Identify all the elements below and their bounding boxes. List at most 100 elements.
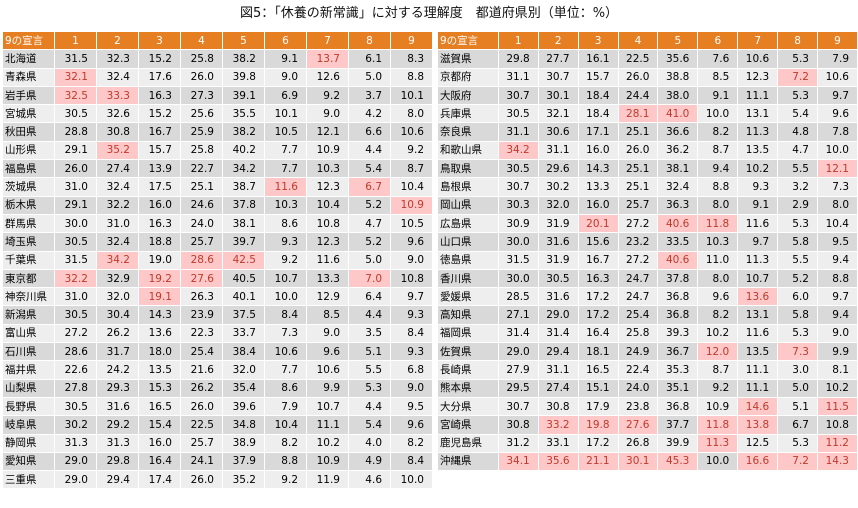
value-cell: 31.5 bbox=[54, 250, 97, 270]
value-cell: 29.3 bbox=[96, 378, 139, 398]
value-cell: 4.8 bbox=[777, 122, 818, 142]
value-cell: 36.7 bbox=[657, 342, 699, 362]
value-cell: 16.0 bbox=[577, 195, 619, 215]
value-cell-highlighted: 30.1 bbox=[617, 451, 659, 472]
value-cell: 8.0 bbox=[697, 268, 739, 289]
prefecture-cell: 静岡県 bbox=[2, 433, 55, 453]
value-cell: 35.3 bbox=[657, 360, 699, 380]
prefecture-cell: 岡山県 bbox=[437, 195, 499, 215]
value-cell: 25.8 bbox=[180, 140, 223, 161]
header-cell: 8 bbox=[777, 30, 818, 51]
value-cell: 5.2 bbox=[348, 232, 391, 252]
value-cell: 27.8 bbox=[54, 378, 97, 398]
value-cell: 6.9 bbox=[264, 85, 307, 106]
value-cell: 10.3 bbox=[264, 195, 307, 215]
table-row: 群馬県 30.0 31.0 16.3 24.0 38.1 8.6 10.8 4.7 10.5 bbox=[2, 213, 433, 234]
value-cell-highlighted: 6.7 bbox=[348, 177, 391, 197]
value-cell: 36.8 bbox=[657, 287, 699, 307]
value-cell: 32.0 bbox=[222, 360, 265, 380]
prefecture-cell: 和歌山県 bbox=[437, 140, 499, 161]
value-cell-highlighted: 35.6 bbox=[537, 451, 579, 472]
value-cell-highlighted: 34.2 bbox=[96, 250, 139, 270]
value-cell: 30.8 bbox=[96, 122, 139, 142]
value-cell: 10.6 bbox=[264, 342, 307, 362]
table-row: 千葉県 31.5 34.2 19.0 28.6 42.5 9.2 11.6 5.0 9.0 bbox=[2, 250, 433, 270]
table-row: 北海道 31.5 32.3 15.2 25.8 38.2 9.1 13.7 6.1 8.3 bbox=[2, 49, 433, 69]
value-cell: 31.6 bbox=[537, 232, 579, 252]
value-cell: 40.5 bbox=[222, 268, 265, 289]
value-cell: 10.4 bbox=[306, 195, 349, 215]
value-cell: 30.1 bbox=[537, 85, 579, 106]
prefecture-cell: 秋田県 bbox=[2, 122, 55, 142]
value-cell: 10.9 bbox=[697, 396, 739, 417]
value-cell: 15.7 bbox=[577, 67, 619, 87]
value-cell: 21.6 bbox=[180, 360, 223, 380]
table-row: 岐阜県 30.2 29.2 15.4 22.5 34.8 10.4 11.1 5.4 9.6 bbox=[2, 415, 433, 435]
value-cell: 10.5 bbox=[390, 213, 433, 234]
prefecture-cell: 山梨県 bbox=[2, 378, 55, 398]
value-cell: 11.0 bbox=[697, 250, 739, 270]
value-cell: 27.1 bbox=[497, 305, 539, 325]
table-row: 青森県 32.1 32.4 17.6 26.0 39.8 9.0 12.6 5.0 8.8 bbox=[2, 67, 433, 87]
value-cell: 9.2 bbox=[264, 250, 307, 270]
value-cell: 26.0 bbox=[180, 67, 223, 87]
value-cell: 37.5 bbox=[222, 305, 265, 325]
value-cell: 25.9 bbox=[180, 122, 223, 142]
table-row: 香川県 30.0 30.5 16.3 24.7 37.8 8.0 10.7 5.2 8.8 bbox=[437, 268, 858, 289]
value-cell: 10.0 bbox=[390, 470, 433, 490]
header-cell: 9 bbox=[390, 30, 433, 51]
prefecture-cell: 佐賀県 bbox=[437, 342, 499, 362]
value-cell: 12.5 bbox=[737, 433, 779, 453]
value-cell: 5.8 bbox=[777, 232, 818, 252]
prefecture-cell: 富山県 bbox=[2, 323, 55, 344]
value-cell: 31.0 bbox=[96, 213, 139, 234]
value-cell: 26.0 bbox=[617, 67, 659, 87]
value-cell: 28.8 bbox=[54, 122, 97, 142]
value-cell: 24.1 bbox=[180, 451, 223, 472]
value-cell-highlighted: 33.2 bbox=[537, 415, 579, 435]
value-cell: 26.2 bbox=[180, 378, 223, 398]
value-cell: 34.8 bbox=[222, 415, 265, 435]
value-cell-highlighted: 11.2 bbox=[816, 433, 858, 453]
value-cell: 30.3 bbox=[497, 195, 539, 215]
value-cell: 35.6 bbox=[657, 49, 699, 69]
value-cell: 4.0 bbox=[348, 433, 391, 453]
value-cell: 3.2 bbox=[777, 177, 818, 197]
value-cell: 13.5 bbox=[138, 360, 181, 380]
table-row: 長崎県 27.9 31.1 16.5 22.4 35.3 8.7 11.1 3.0 8.1 bbox=[437, 360, 858, 380]
value-cell: 13.6 bbox=[138, 323, 181, 344]
value-cell: 9.2 bbox=[264, 470, 307, 490]
value-cell: 26.3 bbox=[180, 287, 223, 307]
value-cell: 24.0 bbox=[180, 213, 223, 234]
value-cell: 38.1 bbox=[222, 213, 265, 234]
value-cell: 16.1 bbox=[577, 49, 619, 69]
table-row: 三重県 29.0 29.4 17.4 26.0 35.2 9.2 11.9 4.6 10.0 bbox=[2, 470, 433, 490]
value-cell: 8.4 bbox=[390, 323, 433, 344]
prefecture-cell: 岩手県 bbox=[2, 85, 55, 106]
value-cell: 33.7 bbox=[222, 323, 265, 344]
header-cell: 5 bbox=[657, 30, 699, 51]
value-cell: 27.2 bbox=[617, 213, 659, 234]
prefecture-cell: 香川県 bbox=[437, 268, 499, 289]
value-cell: 30.0 bbox=[54, 213, 97, 234]
value-cell-highlighted: 7.2 bbox=[777, 67, 818, 87]
right-table: 9の宣言 1 2 3 4 5 6 7 8 9 滋賀県 29.8 27.7 16.1 22.5 35.6 7.6… bbox=[437, 30, 858, 472]
value-cell: 15.3 bbox=[138, 378, 181, 398]
value-cell: 32.1 bbox=[537, 104, 579, 124]
value-cell: 30.6 bbox=[537, 122, 579, 142]
value-cell: 12.6 bbox=[306, 67, 349, 87]
value-cell: 26.0 bbox=[617, 140, 659, 161]
value-cell: 10.0 bbox=[816, 140, 858, 161]
value-cell: 8.0 bbox=[390, 104, 433, 124]
table-row: 愛知県 29.0 29.8 16.4 24.1 37.9 8.8 10.9 4.9 8.4 bbox=[2, 451, 433, 472]
value-cell: 29.1 bbox=[54, 140, 97, 161]
value-cell: 14.3 bbox=[138, 305, 181, 325]
value-cell: 10.7 bbox=[264, 268, 307, 289]
value-cell: 29.6 bbox=[537, 159, 579, 179]
prefecture-cell: 栃木県 bbox=[2, 195, 55, 215]
table-row: 秋田県 28.8 30.8 16.7 25.9 38.2 10.5 12.1 6.6 10.6 bbox=[2, 122, 433, 142]
value-cell: 13.5 bbox=[737, 140, 779, 161]
value-cell: 39.8 bbox=[222, 67, 265, 87]
value-cell: 9.6 bbox=[390, 415, 433, 435]
value-cell: 9.0 bbox=[306, 104, 349, 124]
